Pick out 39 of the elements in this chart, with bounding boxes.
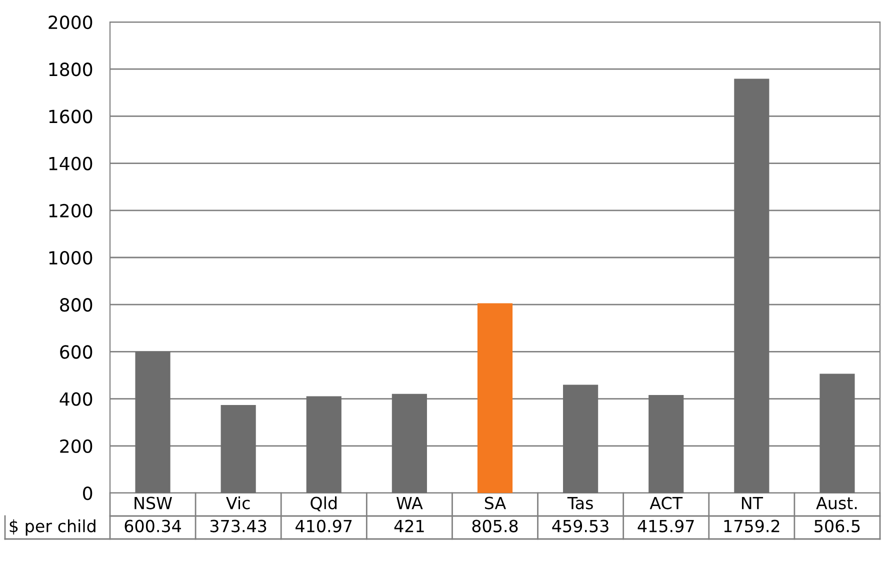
- x-tick-label: Qld: [310, 496, 337, 512]
- bar: [477, 303, 513, 493]
- bar: [135, 352, 170, 493]
- bar: [648, 395, 684, 493]
- data-label: 373.43: [210, 520, 266, 532]
- bar: [220, 405, 256, 493]
- data-label: 410.97: [296, 520, 352, 532]
- y-tick-label: 1200: [49, 204, 92, 218]
- x-tick-label: ACT: [650, 496, 683, 510]
- bar: [563, 384, 598, 493]
- data-label: 506.5: [814, 520, 860, 532]
- data-label: 421: [394, 520, 424, 532]
- x-tick-label: Vic: [226, 496, 250, 510]
- x-tick-label: SA: [484, 496, 506, 510]
- y-tick-label: 2000: [48, 15, 92, 30]
- y-tick-label: 1600: [49, 110, 92, 124]
- bar: [306, 396, 342, 493]
- y-tick-label: 200: [60, 439, 92, 454]
- x-tick-label: WA: [396, 496, 423, 510]
- y-tick-label: 400: [60, 392, 92, 406]
- data-label: 459.53: [552, 520, 608, 532]
- y-tick-label: 1800: [49, 62, 92, 76]
- x-tick-label: Tas: [567, 496, 593, 510]
- data-label: 805.8: [472, 520, 518, 532]
- y-tick-label: 1000: [49, 250, 92, 265]
- x-tick-label: NT: [742, 496, 764, 510]
- text: $ per child: [10, 519, 96, 536]
- y-tick-label: 0: [83, 486, 92, 500]
- bar: [820, 374, 855, 493]
- y-tick-label: 1400: [49, 156, 92, 170]
- x-tick-label: Aust.: [816, 496, 857, 510]
- data-label: 600.34: [124, 520, 181, 532]
- y-tick-label: 600: [60, 345, 92, 359]
- y-tick-label: 800: [60, 298, 92, 312]
- x-tick-label: NSW: [134, 496, 172, 510]
- data-label: 1759.2: [724, 520, 780, 532]
- bar: [734, 78, 770, 493]
- bar: [392, 394, 427, 493]
- data-label: 415.97: [638, 520, 694, 532]
